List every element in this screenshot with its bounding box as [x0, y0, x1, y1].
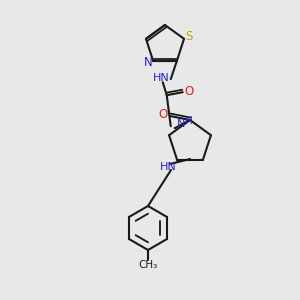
Text: CH₃: CH₃ [138, 260, 158, 270]
Text: HN: HN [152, 73, 169, 83]
Text: N: N [177, 119, 185, 129]
Text: N: N [144, 56, 153, 69]
Text: HN: HN [160, 162, 176, 172]
Text: O: O [184, 85, 194, 98]
Text: O: O [158, 109, 168, 122]
Text: H: H [185, 116, 193, 126]
Text: S: S [185, 30, 193, 43]
